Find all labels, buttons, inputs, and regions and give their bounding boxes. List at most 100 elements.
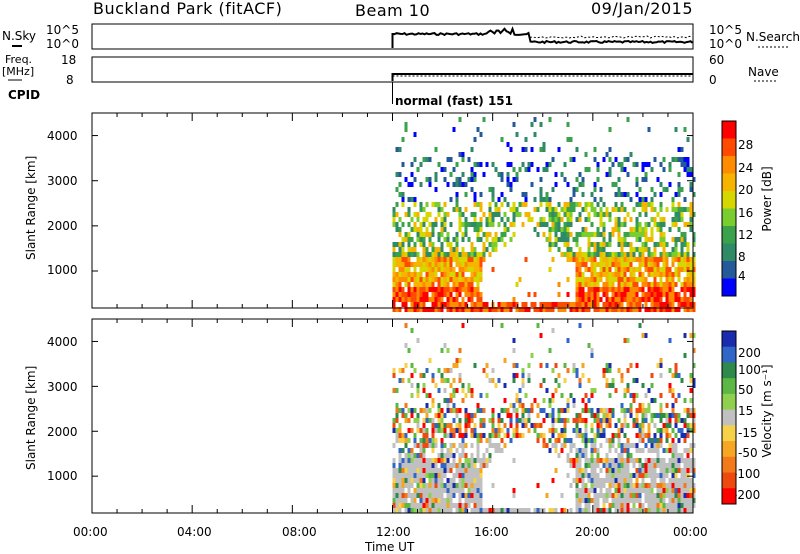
velocity-panel-cell <box>671 448 675 453</box>
velocity-panel-cell <box>404 438 408 443</box>
power-panel-cell <box>464 302 468 307</box>
power-panel-cell <box>413 267 417 272</box>
velocity-panel-cell <box>653 458 657 463</box>
x-tick: 16:00 <box>474 525 509 539</box>
power-panel-cell <box>557 307 561 312</box>
power-panel-cell <box>662 257 666 262</box>
power-panel-cell <box>686 277 690 282</box>
power-panel-cell <box>632 227 636 232</box>
power-panel-cell <box>407 287 411 292</box>
velocity-panel-cell <box>641 428 645 433</box>
velocity-panel-cell <box>680 478 684 483</box>
power-panel-cell <box>653 302 657 307</box>
power-panel-cell <box>551 222 555 227</box>
power-panel-cell <box>533 207 537 212</box>
velocity-panel-cell <box>491 413 495 418</box>
power-panel-cell <box>407 197 411 202</box>
velocity-panel-cell <box>437 498 441 503</box>
velocity-panel-cell <box>650 458 654 463</box>
velocity-panel-cell <box>656 488 660 493</box>
velocity-panel-cell <box>470 458 474 463</box>
velocity-panel-cell <box>686 458 690 463</box>
power-panel-cell <box>449 262 453 267</box>
velocity-panel-cell <box>464 468 468 473</box>
velocity-panel-cell <box>449 508 453 513</box>
velocity-panel-cell <box>587 478 591 483</box>
power-panel-cell <box>449 257 453 262</box>
power-panel-cell <box>608 282 612 287</box>
power-panel-cell <box>470 172 474 177</box>
power-panel-cell <box>632 302 636 307</box>
power-panel-cell <box>458 227 462 232</box>
velocity-panel-cell <box>638 438 642 443</box>
velocity-panel-cell <box>689 443 693 448</box>
power-panel-cell <box>605 307 609 312</box>
power-panel-cell <box>647 307 651 312</box>
power-panel-cell <box>467 157 471 162</box>
power-panel-cell <box>686 172 690 177</box>
power-panel-cell <box>593 282 597 287</box>
power-panel-cell <box>671 252 675 257</box>
velocity-panel-cell <box>683 503 687 508</box>
velocity-panel-cell <box>395 488 399 493</box>
velocity-panel-cell <box>572 443 576 448</box>
power-panel-cell <box>458 177 462 182</box>
velocity-panel-cell <box>410 428 414 433</box>
velocity-panel-cell <box>551 328 555 333</box>
power-panel-cell <box>650 302 654 307</box>
velocity-panel-cell <box>554 428 558 433</box>
power-panel-cell <box>593 252 597 257</box>
power-panel-cell <box>452 247 456 252</box>
power-panel-cell <box>599 297 603 302</box>
velocity-panel-cell <box>482 463 486 468</box>
power-panel-cell <box>593 272 597 277</box>
velocity-panel-cell <box>647 483 651 488</box>
power-panel-cell <box>614 192 618 197</box>
power-panel-cell <box>602 157 606 162</box>
velocity-panel-cell <box>680 378 684 383</box>
power-panel-cell <box>449 277 453 282</box>
power-panel-cell <box>680 302 684 307</box>
power-panel-cell <box>392 297 396 302</box>
velocity-panel-cell <box>422 448 426 453</box>
velocity-panel-cell <box>638 423 642 428</box>
power-panel-cell <box>647 162 651 167</box>
power-panel-cell <box>509 207 513 212</box>
velocity-panel-cell <box>398 493 402 498</box>
power-panel-cell <box>617 307 621 312</box>
power-panel-cell <box>500 177 504 182</box>
velocity-panel-cell <box>662 483 666 488</box>
velocity-panel-cell <box>401 498 405 503</box>
velocity-panel-cell <box>512 363 516 368</box>
velocity-panel-cell <box>632 398 636 403</box>
velocity-panel-cell <box>410 493 414 498</box>
velocity-panel-cell <box>677 508 681 513</box>
velocity-panel-cell <box>683 408 687 413</box>
power-panel-cell <box>452 267 456 272</box>
power-panel-cell <box>434 297 438 302</box>
velocity-panel-cell <box>560 428 564 433</box>
power-panel-cell <box>422 217 426 222</box>
velocity-panel-cell <box>422 433 426 438</box>
power-panel-cell <box>650 282 654 287</box>
velocity-panel-cell <box>470 508 474 513</box>
velocity-panel-cell <box>560 418 564 423</box>
power-panel-cell <box>590 192 594 197</box>
power-panel-cell <box>671 247 675 252</box>
velocity-panel-cell <box>659 363 663 368</box>
velocity-panel-cell <box>446 433 450 438</box>
power-panel-cell <box>569 302 573 307</box>
power-panel-cell <box>557 237 561 242</box>
velocity-panel-cell <box>422 463 426 468</box>
power-panel-cell <box>527 212 531 217</box>
power-panel-cell <box>689 277 693 282</box>
power-panel-cell <box>515 172 519 177</box>
power-panel-cell <box>488 187 492 192</box>
power-panel-cell <box>638 272 642 277</box>
velocity-panel-cell <box>458 488 462 493</box>
velocity-panel-cell <box>578 418 582 423</box>
velocity-panel-cell <box>503 383 507 388</box>
velocity-panel-cell <box>611 383 615 388</box>
velocity-panel-cell <box>665 508 669 513</box>
velocity-panel-cell <box>395 413 399 418</box>
